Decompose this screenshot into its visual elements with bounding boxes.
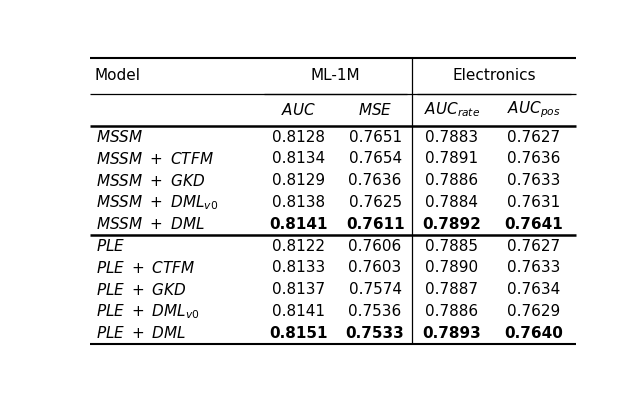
Text: $\mathit{PLE}\ +\ \mathit{DML}$: $\mathit{PLE}\ +\ \mathit{DML}$ <box>96 325 186 341</box>
Text: 0.7891: 0.7891 <box>426 152 479 166</box>
Text: $\mathit{MSSM}$: $\mathit{MSSM}$ <box>96 129 143 145</box>
Text: 0.8129: 0.8129 <box>271 173 325 188</box>
Text: 0.8141: 0.8141 <box>272 304 324 319</box>
Text: 0.8137: 0.8137 <box>271 282 325 297</box>
Text: 0.8134: 0.8134 <box>271 152 325 166</box>
Text: 0.7654: 0.7654 <box>349 152 402 166</box>
Text: 0.7893: 0.7893 <box>422 326 481 341</box>
Text: 0.8141: 0.8141 <box>269 217 328 232</box>
Text: $\mathit{AUC}_{\mathit{pos}}$: $\mathit{AUC}_{\mathit{pos}}$ <box>507 100 561 120</box>
Text: 0.7533: 0.7533 <box>346 326 404 341</box>
Text: 0.7636: 0.7636 <box>507 152 561 166</box>
Text: 0.8122: 0.8122 <box>272 238 324 254</box>
Text: 0.8138: 0.8138 <box>271 195 325 210</box>
Text: 0.7651: 0.7651 <box>349 130 402 145</box>
Text: 0.7631: 0.7631 <box>508 195 561 210</box>
Text: $\mathit{MSSM}\ +\ \mathit{DML}$: $\mathit{MSSM}\ +\ \mathit{DML}$ <box>96 216 205 232</box>
Text: 0.7886: 0.7886 <box>426 304 479 319</box>
Text: 0.7627: 0.7627 <box>508 238 561 254</box>
Text: 0.7885: 0.7885 <box>426 238 479 254</box>
Text: $\mathit{MSE}$: $\mathit{MSE}$ <box>358 102 392 118</box>
Text: 0.7625: 0.7625 <box>349 195 402 210</box>
Text: 0.7884: 0.7884 <box>426 195 479 210</box>
Text: 0.7886: 0.7886 <box>426 173 479 188</box>
Text: ML-1M: ML-1M <box>310 68 360 83</box>
Text: $\mathit{MSSM}\ +\ \mathit{CTFM}$: $\mathit{MSSM}\ +\ \mathit{CTFM}$ <box>96 151 214 167</box>
Text: 0.8133: 0.8133 <box>271 260 325 275</box>
Text: 0.7574: 0.7574 <box>349 282 402 297</box>
Text: 0.7887: 0.7887 <box>426 282 479 297</box>
Text: 0.7641: 0.7641 <box>504 217 563 232</box>
Text: $\mathit{MSSM}\ +\ \mathit{GKD}$: $\mathit{MSSM}\ +\ \mathit{GKD}$ <box>96 173 205 189</box>
Text: 0.7629: 0.7629 <box>508 304 561 319</box>
Text: 0.7634: 0.7634 <box>508 282 561 297</box>
Text: 0.7892: 0.7892 <box>422 217 481 232</box>
Text: $\mathit{PLE}\ +\ \mathit{DML}_{\mathit{v0}}$: $\mathit{PLE}\ +\ \mathit{DML}_{\mathit{… <box>96 302 200 321</box>
Text: 0.7883: 0.7883 <box>426 130 479 145</box>
Text: 0.7606: 0.7606 <box>349 238 402 254</box>
Text: 0.7890: 0.7890 <box>426 260 479 275</box>
Text: $\mathit{AUC}_{\mathit{rate}}$: $\mathit{AUC}_{\mathit{rate}}$ <box>424 101 480 119</box>
Text: 0.7633: 0.7633 <box>507 173 561 188</box>
Text: 0.8128: 0.8128 <box>272 130 324 145</box>
Text: $\mathit{PLE}$: $\mathit{PLE}$ <box>96 238 125 254</box>
Text: 0.7640: 0.7640 <box>504 326 563 341</box>
Text: $\mathit{PLE}\ +\ \mathit{GKD}$: $\mathit{PLE}\ +\ \mathit{GKD}$ <box>96 282 187 298</box>
Text: 0.7536: 0.7536 <box>349 304 402 319</box>
Text: 0.7611: 0.7611 <box>346 217 404 232</box>
Text: $\mathit{AUC}$: $\mathit{AUC}$ <box>281 102 316 118</box>
Text: 0.7627: 0.7627 <box>508 130 561 145</box>
Text: 0.7603: 0.7603 <box>349 260 402 275</box>
Text: $\mathit{PLE}\ +\ \mathit{CTFM}$: $\mathit{PLE}\ +\ \mathit{CTFM}$ <box>96 260 195 276</box>
Text: $\mathit{MSSM}\ +\ \mathit{DML}_{\mathit{v0}}$: $\mathit{MSSM}\ +\ \mathit{DML}_{\mathit… <box>96 193 218 212</box>
Text: 0.7636: 0.7636 <box>348 173 402 188</box>
Text: Electronics: Electronics <box>452 68 536 83</box>
Text: 0.8151: 0.8151 <box>269 326 328 341</box>
Text: 0.7633: 0.7633 <box>507 260 561 275</box>
Text: Model: Model <box>95 68 141 83</box>
